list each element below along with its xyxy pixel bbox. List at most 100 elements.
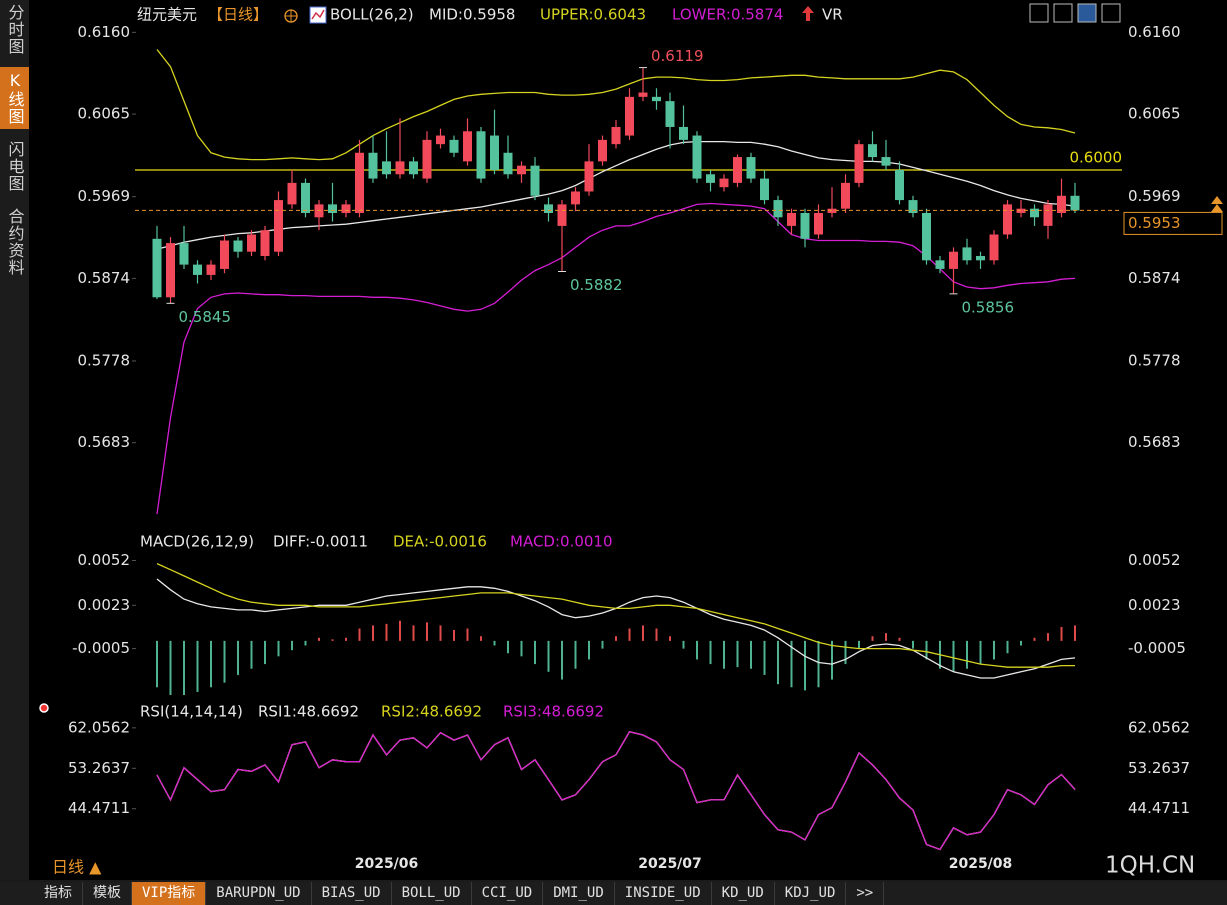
candle-body [490, 135, 499, 170]
candle-body [935, 260, 945, 269]
candle-body [463, 131, 472, 162]
candle-body [166, 243, 175, 298]
candle-body [220, 240, 229, 269]
tab[interactable]: CCI_UD [472, 882, 544, 905]
tab[interactable]: INSIDE_UD [615, 882, 712, 905]
tab[interactable]: KDJ_UD [775, 882, 847, 905]
y-tick-label: 62.0562 [68, 718, 130, 736]
side-tab[interactable]: 闪电图 [5, 141, 25, 192]
panel-title: MACD(26,12,9) [140, 533, 254, 551]
line [156, 731, 1076, 851]
y-tick-label-right: 62.0562 [1128, 718, 1190, 736]
x-tick-label: 2025/06 [355, 856, 419, 872]
candle-body [868, 144, 877, 158]
y-tick-label-right: 0.6065 [1128, 105, 1181, 123]
sidebar: 分时图 K线图 闪电图 合约资料 [0, 0, 29, 880]
legend-entry: DIFF:-0.0011 [273, 533, 368, 551]
candle-body [652, 96, 661, 102]
candle-body [1070, 195, 1080, 211]
candle-body [881, 157, 891, 166]
legend-entry: RSI3:48.6692 [503, 703, 604, 721]
x-tick-label: 2025/08 [949, 856, 1013, 872]
side-tab[interactable]: 合约资料 [5, 208, 25, 276]
legend-entry: RSI1:48.6692 [258, 703, 359, 721]
candle-body [355, 152, 364, 213]
candle-body [301, 182, 310, 213]
y-tick-label: 53.2637 [68, 759, 130, 777]
candle-body [436, 135, 445, 145]
tab[interactable]: 模板 [83, 882, 132, 905]
candle-body [368, 152, 378, 179]
tool-icon[interactable] [1053, 3, 1073, 23]
side-tab[interactable]: K线图 [0, 67, 29, 129]
tab[interactable]: >> [846, 882, 885, 905]
candle-body [449, 139, 459, 153]
icon [311, 9, 325, 20]
y-tick-label: 0.5778 [78, 351, 131, 369]
y-tick-label: 0.6160 [78, 23, 131, 41]
candle-body [530, 165, 540, 196]
candle-body [922, 212, 931, 261]
y-tick-label-right: 44.4711 [1128, 799, 1190, 817]
candle-body [800, 212, 810, 239]
tab[interactable]: DMI_UD [543, 882, 615, 905]
candle-body [760, 178, 769, 201]
candle-body [611, 126, 621, 145]
price-marker [1211, 196, 1223, 212]
candle-body [989, 234, 999, 261]
candle-body [260, 230, 270, 257]
legend-entry: LOWER:0.5874 [672, 6, 783, 24]
line [156, 731, 1076, 851]
candle-body [571, 191, 580, 205]
period-switch[interactable]: 日线 ▲ [52, 858, 102, 877]
tool-icon[interactable] [1029, 3, 1049, 23]
candle-body [841, 182, 850, 209]
tab[interactable]: BIAS_UD [312, 882, 392, 905]
candle-body [1030, 208, 1039, 218]
tab[interactable]: BOLL_UD [392, 882, 472, 905]
candle-body [422, 139, 432, 179]
tab[interactable]: 指标 [34, 882, 83, 905]
candle-body [895, 169, 904, 201]
legend-entry: UPPER:0.6043 [540, 6, 646, 24]
tab[interactable]: VIP指标 [132, 882, 207, 905]
tab[interactable]: KD_UD [712, 882, 775, 905]
watermark: 1QH.CN [1105, 853, 1195, 879]
candle-body [949, 251, 958, 269]
tool-icon[interactable] [1077, 3, 1097, 23]
y-tick-label: 0.6065 [78, 105, 131, 123]
candle-body [152, 238, 162, 298]
tool-icon[interactable] [1101, 3, 1121, 23]
x-tick-label: 2025/07 [638, 856, 702, 872]
low-label: 0.5845 [179, 308, 232, 326]
tab[interactable]: BARUPDN_UD [206, 882, 312, 905]
candle-body [287, 182, 297, 205]
y-tick-label-right: 0.5874 [1128, 269, 1181, 287]
candle-body [706, 174, 715, 183]
low-label: 0.5856 [962, 298, 1015, 316]
candle-body [395, 161, 405, 175]
candle-body [382, 161, 391, 175]
y-tick-label: 0.5683 [78, 433, 131, 451]
y-tick-label: 0.0052 [78, 551, 131, 569]
y-tick-label: -0.0005 [72, 639, 130, 657]
candle-body [665, 101, 675, 127]
candle-body [503, 152, 513, 175]
legend-entry: DEA:-0.0016 [393, 533, 487, 551]
y-tick-label-right: 0.0023 [1128, 596, 1181, 614]
candle-body [1043, 204, 1053, 226]
settings-icon[interactable] [39, 703, 49, 713]
low-label: 0.5882 [570, 276, 623, 294]
candle-body [976, 256, 985, 261]
candle-body [1057, 195, 1066, 213]
candle-body [746, 157, 756, 179]
legend-entry: MID:0.5958 [429, 6, 515, 24]
vr-label: VR [822, 6, 843, 24]
candle-body [638, 92, 648, 97]
side-tab[interactable]: 分时图 [5, 4, 25, 55]
candle-body [233, 240, 243, 252]
candle-body [409, 161, 418, 175]
candle-body [962, 247, 972, 261]
y-tick-label: 0.0023 [78, 596, 131, 614]
